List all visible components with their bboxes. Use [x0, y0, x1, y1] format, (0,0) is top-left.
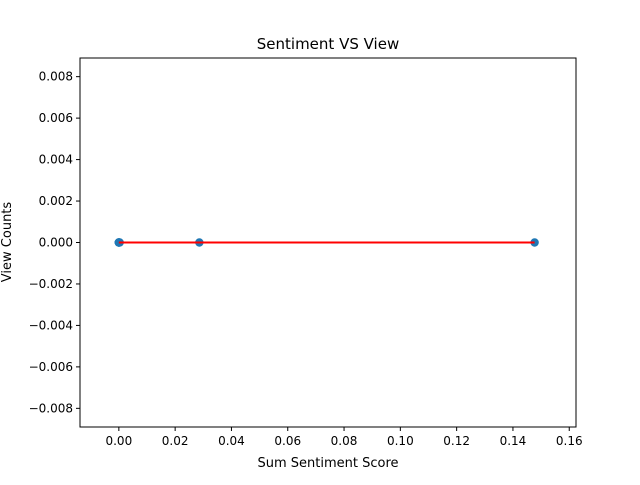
x-tick-label: 0.16 — [556, 434, 583, 448]
x-tick-label: 0.00 — [105, 434, 132, 448]
x-tick-label: 0.08 — [331, 434, 358, 448]
y-tick-label: 0.002 — [39, 194, 73, 208]
y-tick-label: 0.008 — [39, 70, 73, 84]
x-tick-label: 0.12 — [443, 434, 470, 448]
chart-title: Sentiment VS View — [257, 35, 399, 53]
x-tick-label: 0.14 — [500, 434, 527, 448]
y-axis-label: View Counts — [0, 202, 15, 283]
y-tick-label: −0.008 — [29, 401, 73, 415]
y-tick-label: −0.002 — [29, 277, 73, 291]
y-tick-label: 0.000 — [39, 236, 73, 250]
y-tick-label: −0.004 — [29, 318, 73, 332]
axis-ticks: 0.00 0.02 0.04 0.06 0.08 0.10 0.12 0.14 0.16 −0.0… — [29, 70, 583, 448]
x-tick-label: 0.10 — [387, 434, 414, 448]
plot-frame — [79, 57, 577, 428]
y-tick-label: 0.006 — [39, 111, 73, 125]
y-tick-label: −0.006 — [29, 360, 73, 374]
x-tick-label: 0.06 — [274, 434, 301, 448]
x-axis-label: Sum Sentiment Score — [257, 456, 398, 471]
x-tick-label: 0.02 — [162, 434, 189, 448]
x-tick-label: 0.04 — [218, 434, 245, 448]
chart-marks — [114, 238, 539, 247]
y-tick-label: 0.004 — [39, 153, 73, 167]
